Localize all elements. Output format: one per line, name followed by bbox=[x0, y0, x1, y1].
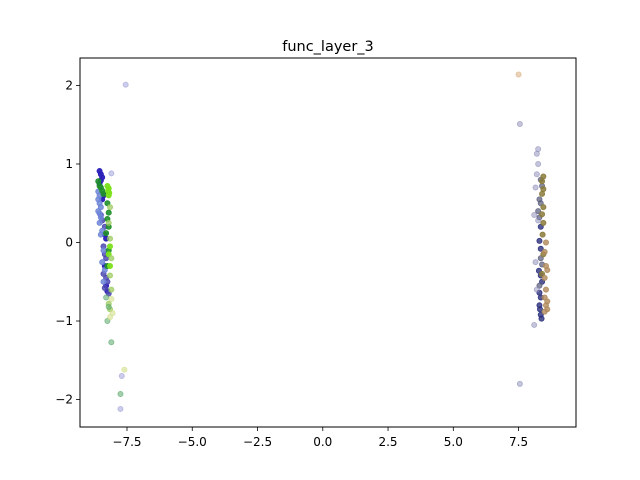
scatter-point bbox=[533, 286, 540, 293]
scatter-point bbox=[97, 231, 104, 238]
scatter-point bbox=[107, 272, 114, 279]
y-tick-label: −2 bbox=[55, 393, 73, 407]
x-tick-label: −2.5 bbox=[243, 435, 272, 449]
scatter-point bbox=[532, 184, 539, 191]
scatter-point bbox=[121, 366, 128, 373]
scatter-point bbox=[531, 212, 538, 219]
scatter-point bbox=[117, 405, 124, 412]
scatter-point bbox=[535, 146, 542, 153]
scatter-point bbox=[541, 274, 548, 281]
x-tick-label: 7.5 bbox=[509, 435, 528, 449]
scatter-point bbox=[107, 314, 114, 321]
chart-title: func_layer_3 bbox=[282, 39, 374, 55]
scatter-point bbox=[107, 263, 114, 270]
scatter-point bbox=[536, 306, 543, 313]
scatter-point bbox=[540, 204, 547, 211]
scatter-point bbox=[535, 208, 542, 215]
y-tick-label: 1 bbox=[65, 157, 73, 171]
scatter-point bbox=[539, 190, 546, 197]
scatter-point bbox=[108, 339, 115, 346]
y-tick-label: 2 bbox=[65, 78, 73, 92]
scatter-point bbox=[103, 294, 110, 301]
scatter-point bbox=[516, 380, 523, 387]
scatter-point bbox=[108, 296, 115, 303]
scatter-point bbox=[105, 192, 112, 199]
scatter-point bbox=[544, 266, 551, 273]
scatter-point bbox=[535, 160, 542, 167]
scatter-point bbox=[536, 237, 543, 244]
scatter-point bbox=[100, 247, 107, 254]
y-tick-label: 0 bbox=[65, 236, 73, 250]
scatter-point bbox=[100, 190, 107, 197]
scatter-point bbox=[103, 230, 110, 237]
scatter-point bbox=[105, 209, 112, 216]
scatter-point bbox=[107, 235, 114, 242]
x-tick-label: 0.0 bbox=[313, 435, 332, 449]
scatter-point bbox=[532, 259, 539, 266]
scatter-point bbox=[515, 71, 522, 78]
scatter-point bbox=[531, 321, 538, 328]
scatter-point bbox=[539, 178, 546, 185]
points-layer bbox=[95, 71, 551, 412]
scatter-point bbox=[97, 214, 104, 221]
y-axis-ticks: −2 −1 0 1 2 bbox=[55, 78, 80, 407]
scatter-point bbox=[118, 372, 125, 379]
scatter-point bbox=[538, 315, 545, 322]
scatter-point bbox=[533, 171, 540, 178]
scatter-point bbox=[539, 231, 546, 238]
y-tick-label: −1 bbox=[55, 314, 73, 328]
scatter-point bbox=[96, 219, 103, 226]
scatter-point bbox=[535, 217, 542, 224]
scatter-point bbox=[99, 259, 106, 266]
scatter-point bbox=[105, 219, 112, 226]
scatter-point bbox=[108, 170, 115, 177]
scatter-point bbox=[101, 285, 108, 292]
scatter-point bbox=[100, 278, 107, 285]
x-tick-label: 2.5 bbox=[378, 435, 397, 449]
scatter-point bbox=[108, 255, 115, 262]
scatter-point bbox=[108, 286, 115, 293]
scatter-point bbox=[541, 248, 548, 255]
scatter-point bbox=[541, 308, 548, 315]
scatter-point bbox=[516, 120, 523, 127]
x-axis-ticks: −7.5 −5.0 −2.5 0.0 2.5 5.0 7.5 bbox=[112, 427, 528, 449]
x-tick-label: −7.5 bbox=[112, 435, 141, 449]
scatter-point bbox=[540, 219, 547, 226]
scatter-point bbox=[117, 391, 124, 398]
scatter-point bbox=[107, 243, 114, 250]
scatter-point bbox=[107, 204, 114, 211]
scatter-point bbox=[537, 245, 544, 252]
scatter-point bbox=[542, 286, 549, 293]
x-tick-label: 5.0 bbox=[444, 435, 463, 449]
scatter-point bbox=[105, 303, 112, 310]
x-tick-label: −5.0 bbox=[178, 435, 207, 449]
scatter-point bbox=[542, 239, 549, 246]
scatter-point bbox=[539, 211, 546, 218]
scatter-point bbox=[122, 81, 129, 88]
